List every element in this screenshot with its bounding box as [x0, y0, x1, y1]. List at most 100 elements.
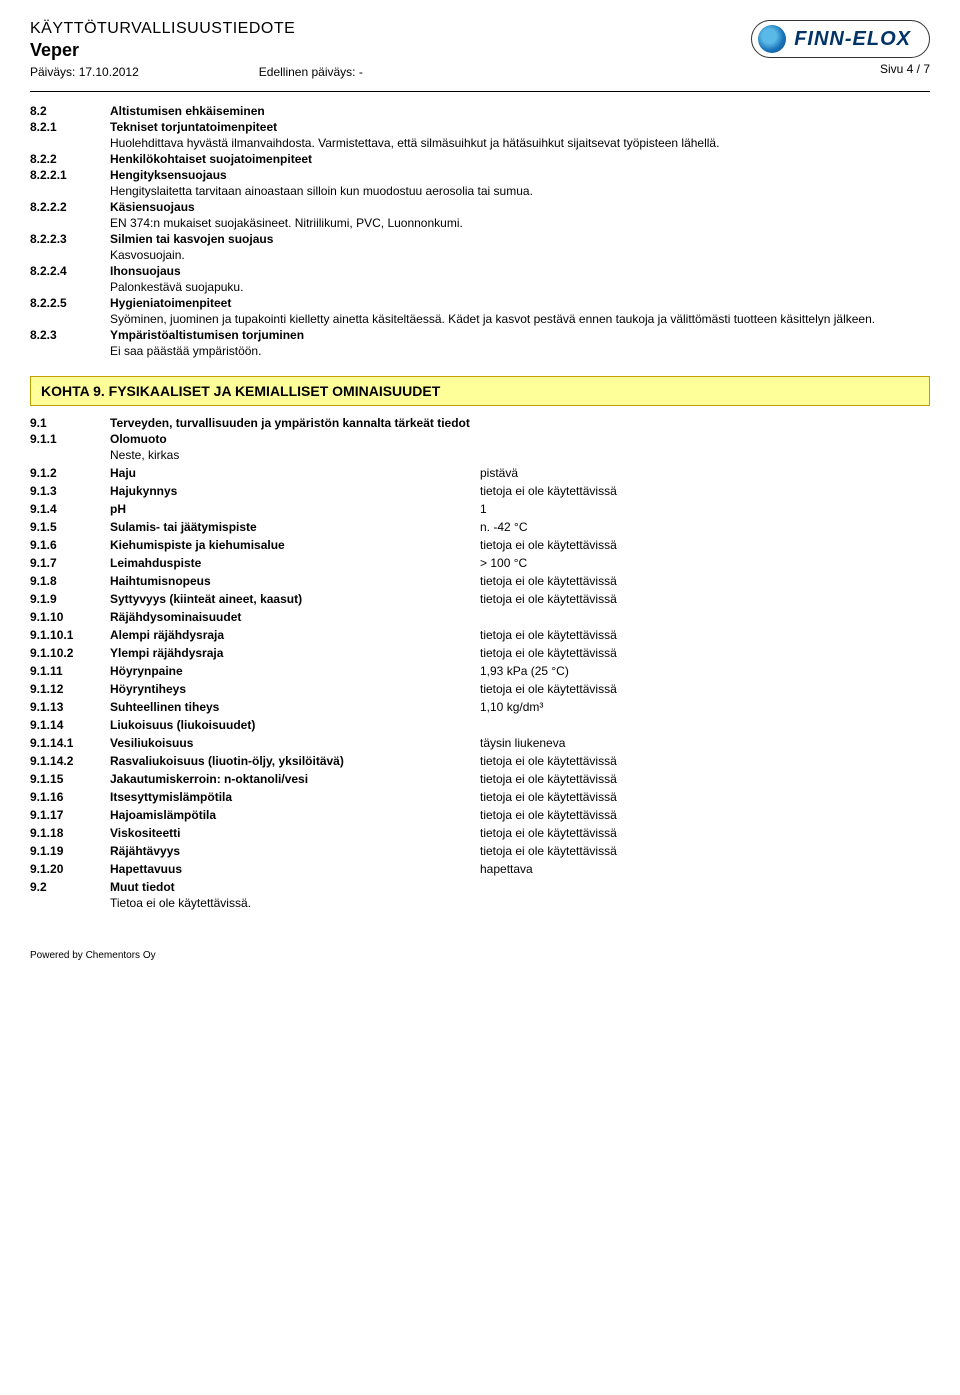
sec-text: Tietoa ei ole käytettävissä. — [110, 896, 930, 910]
sec-label: Tekniset torjuntatoimenpiteet — [110, 120, 277, 134]
prop-label: Hajukynnys — [110, 484, 480, 498]
prop-value: > 100 °C — [480, 556, 527, 570]
sec-num: 8.2.2 — [30, 152, 110, 166]
property-row: 9.1.11Höyrynpaine1,93 kPa (25 °C) — [30, 664, 930, 678]
prop-value: tietoja ei ole käytettävissä — [480, 646, 617, 660]
prop-value: tietoja ei ole käytettävissä — [480, 592, 617, 606]
prop-value: tietoja ei ole käytettävissä — [480, 538, 617, 552]
page-header: KÄYTTÖTURVALLISUUSTIEDOTE Veper Päiväys:… — [30, 20, 930, 79]
sec-num: 8.2 — [30, 104, 110, 118]
prop-label: Hapettavuus — [110, 862, 480, 876]
sec-num: 9.1.1 — [30, 432, 110, 446]
property-row: 9.1.6Kiehumispiste ja kiehumisaluetietoj… — [30, 538, 930, 552]
sec-label: Liukoisuus (liukoisuudet) — [110, 718, 255, 732]
sec-text: Ei saa päästää ympäristöön. — [110, 344, 930, 358]
prop-value: 1,10 kg/dm³ — [480, 700, 543, 714]
sec-label: Silmien tai kasvojen suojaus — [110, 232, 273, 246]
property-row: 9.1.9Syttyvyys (kiinteät aineet, kaasut)… — [30, 592, 930, 606]
property-row: 9.1.7Leimahduspiste> 100 °C — [30, 556, 930, 570]
property-row: 9.1.17Hajoamislämpötilatietoja ei ole kä… — [30, 808, 930, 822]
doc-title: KÄYTTÖTURVALLISUUSTIEDOTE — [30, 20, 751, 38]
sec-num: 9.2 — [30, 880, 110, 894]
prev-date: Edellinen päiväys: - — [259, 65, 363, 79]
prop-label: Leimahduspiste — [110, 556, 480, 570]
prop-label: Jakautumiskerroin: n-oktanoli/vesi — [110, 772, 480, 786]
prop-num: 9.1.17 — [30, 808, 110, 822]
sec-text: Syöminen, juominen ja tupakointi kiellet… — [110, 312, 930, 326]
prop-num: 9.1.10.2 — [30, 646, 110, 660]
header-rule — [30, 91, 930, 92]
prop-label: Sulamis- tai jäätymispiste — [110, 520, 480, 534]
properties-list-1: 9.1.2Hajupistävä 9.1.3Hajukynnystietoja e… — [30, 466, 930, 606]
prop-num: 9.1.19 — [30, 844, 110, 858]
prop-num: 9.1.15 — [30, 772, 110, 786]
prop-num: 9.1.6 — [30, 538, 110, 552]
property-row: 9.1.3Hajukynnystietoja ei ole käytettävi… — [30, 484, 930, 498]
prop-value: tietoja ei ole käytettävissä — [480, 808, 617, 822]
sec-num: 8.2.2.4 — [30, 264, 110, 278]
sec-num: 8.2.3 — [30, 328, 110, 342]
sec-label: Henkilökohtaiset suojatoimenpiteet — [110, 152, 312, 166]
prop-label: Rasvaliukoisuus (liuotin-öljy, yksilöitä… — [110, 754, 480, 768]
sec-num: 8.2.2.3 — [30, 232, 110, 246]
prop-value: hapettava — [480, 862, 533, 876]
sec-num: 9.1.14 — [30, 718, 110, 732]
sec-label: Terveyden, turvallisuuden ja ympäristön … — [110, 416, 470, 430]
sec-num: 9.1.10 — [30, 610, 110, 624]
sec-text: EN 374:n mukaiset suojakäsineet. Nitriil… — [110, 216, 930, 230]
prop-num: 9.1.13 — [30, 700, 110, 714]
property-row: 9.1.13Suhteellinen tiheys1,10 kg/dm³ — [30, 700, 930, 714]
prop-label: Höyryntiheys — [110, 682, 480, 696]
prop-label: Alempi räjähdysraja — [110, 628, 480, 642]
sec-label: Ihonsuojaus — [110, 264, 181, 278]
sec-text: Neste, kirkas — [110, 448, 930, 462]
sec-num: 8.2.2.2 — [30, 200, 110, 214]
prop-label: pH — [110, 502, 480, 516]
property-row: 9.1.16Itsesyttymislämpötilatietoja ei ol… — [30, 790, 930, 804]
property-row: 9.1.14.2Rasvaliukoisuus (liuotin-öljy, y… — [30, 754, 930, 768]
prop-num: 9.1.14.2 — [30, 754, 110, 768]
sec-num: 9.1 — [30, 416, 110, 430]
property-row: 9.1.10.2Ylempi räjähdysrajatietoja ei ol… — [30, 646, 930, 660]
prop-value: tietoja ei ole käytettävissä — [480, 574, 617, 588]
prop-value: tietoja ei ole käytettävissä — [480, 826, 617, 840]
sec-label: Ympäristöaltistumisen torjuminen — [110, 328, 304, 342]
property-row: 9.1.18Viskositeettitietoja ei ole käytet… — [30, 826, 930, 840]
prop-value: tietoja ei ole käytettävissä — [480, 628, 617, 642]
prop-value: 1,93 kPa (25 °C) — [480, 664, 569, 678]
prop-num: 9.1.4 — [30, 502, 110, 516]
prop-num: 9.1.2 — [30, 466, 110, 480]
prop-num: 9.1.20 — [30, 862, 110, 876]
property-row: 9.1.12Höyryntiheystietoja ei ole käytett… — [30, 682, 930, 696]
logo-text: FINN-ELOX — [794, 28, 911, 51]
prop-value: tietoja ei ole käytettävissä — [480, 682, 617, 696]
property-row: 9.1.20Hapettavuushapettava — [30, 862, 930, 876]
sec-label: Räjähdysominaisuudet — [110, 610, 241, 624]
prop-value: tietoja ei ole käytettävissä — [480, 754, 617, 768]
prop-value: tietoja ei ole käytettävissä — [480, 790, 617, 804]
prop-num: 9.1.11 — [30, 664, 110, 678]
prop-label: Itsesyttymislämpötila — [110, 790, 480, 804]
prop-num: 9.1.9 — [30, 592, 110, 606]
section-9-title: KOHTA 9. FYSIKAALISET JA KEMIALLISET OMI… — [30, 376, 930, 406]
date: Päiväys: 17.10.2012 — [30, 65, 139, 79]
properties-list-3: 9.1.14.1Vesiliukoisuustäysin liukeneva9.… — [30, 736, 930, 876]
prop-num: 9.1.16 — [30, 790, 110, 804]
prop-label: Höyrynpaine — [110, 664, 480, 678]
property-row: 9.1.19Räjähtävyystietoja ei ole käytettä… — [30, 844, 930, 858]
sec-text: Hengityslaitetta tarvitaan ainoastaan si… — [110, 184, 930, 198]
prop-label: Syttyvyys (kiinteät aineet, kaasut) — [110, 592, 480, 606]
footer: Powered by Chementors Oy — [30, 950, 930, 961]
prop-num: 9.1.7 — [30, 556, 110, 570]
prop-label: Viskositeetti — [110, 826, 480, 840]
property-row: 9.1.5Sulamis- tai jäätymispisten. -42 °C — [30, 520, 930, 534]
sec-label: Hengityksensuojaus — [110, 168, 227, 182]
sec-num: 8.2.1 — [30, 120, 110, 134]
prop-label: Vesiliukoisuus — [110, 736, 480, 750]
prop-label: Kiehumispiste ja kiehumisalue — [110, 538, 480, 552]
property-row: 9.1.2Hajupistävä — [30, 466, 930, 480]
prop-num: 9.1.14.1 — [30, 736, 110, 750]
sec-label: Altistumisen ehkäiseminen — [110, 104, 265, 118]
sec-label: Käsiensuojaus — [110, 200, 195, 214]
property-row: 9.1.8Haihtumisnopeustietoja ei ole käyte… — [30, 574, 930, 588]
